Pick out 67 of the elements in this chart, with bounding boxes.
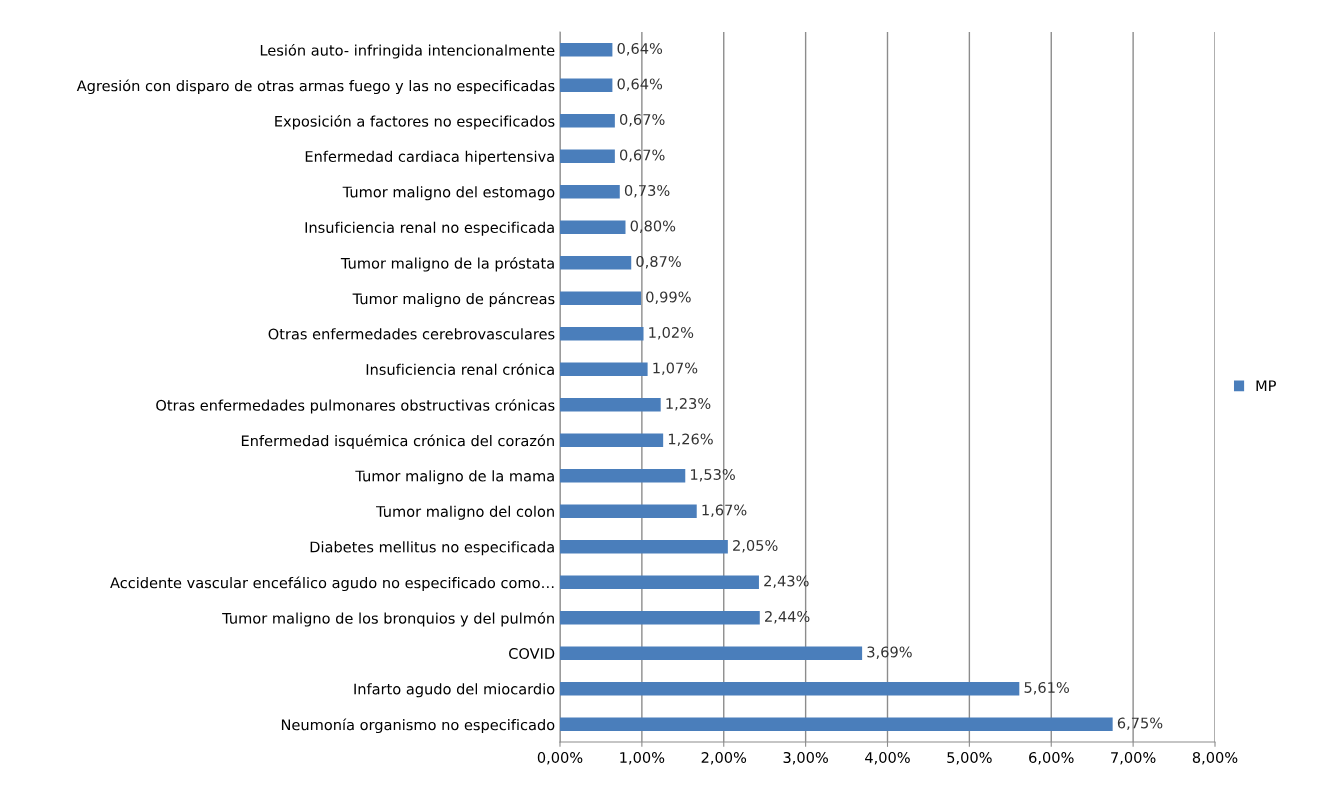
data-label: 1,67% <box>702 504 747 517</box>
y-tick-label: Accidente vascular encefálico agudo no especificado como… <box>110 576 554 592</box>
bar <box>560 540 728 554</box>
bar <box>560 504 697 518</box>
bar <box>560 114 615 128</box>
bar <box>560 646 863 660</box>
y-tick-label: Neumonía organismo no especificado <box>281 718 555 734</box>
y-tick-label: Diabetes mellitus no especificada <box>310 541 554 556</box>
bar <box>560 433 664 447</box>
x-tick-label: 7,00% <box>1111 751 1156 765</box>
bar <box>560 682 1020 696</box>
y-tick-label: Tumor maligno de la próstata <box>340 256 554 272</box>
data-label: 0,87% <box>636 255 681 269</box>
data-label: 2,05% <box>733 539 778 553</box>
y-tick-label: Tumor maligno del colon <box>376 505 554 520</box>
x-tick-label: 1,00% <box>620 751 665 765</box>
data-label: 0,99% <box>646 291 691 304</box>
data-label: 0,73% <box>624 184 670 198</box>
data-label: 0,67% <box>619 113 665 127</box>
y-tick-label: Otras enfermedades pulmonares obstructivas crónicas <box>156 398 555 414</box>
bar <box>560 398 661 412</box>
bar <box>560 717 1113 731</box>
x-tick-label: 4,00% <box>865 751 910 765</box>
y-tick-label: Enfermedad cardiaca hipertensiva <box>305 150 554 165</box>
bar <box>560 575 759 589</box>
data-label: 0,67% <box>619 149 665 162</box>
y-tick-label: COVID <box>509 647 555 659</box>
bar <box>560 611 760 625</box>
bar <box>560 78 613 92</box>
data-label: 1,07% <box>653 362 698 375</box>
bar <box>560 327 644 341</box>
y-tick-label: Tumor maligno de los bronquios y del pulmón <box>222 611 554 627</box>
y-tick-label: Tumor maligno de la mama <box>355 470 554 485</box>
bar <box>560 43 613 57</box>
y-tick-label: Insuficiencia renal crónica <box>366 363 554 375</box>
data-label: 1,02% <box>649 326 694 340</box>
y-tick-label: Infarto agudo del miocardio <box>354 683 555 698</box>
y-tick-label: Tumor maligno de páncreas <box>352 292 555 308</box>
x-tick-label: 3,00% <box>783 751 828 765</box>
x-tick-label: 6,00% <box>1029 751 1074 765</box>
bar <box>560 291 642 305</box>
data-label: 1,26% <box>668 433 713 446</box>
data-label: 1,23% <box>666 397 711 411</box>
data-label: 0,80% <box>630 220 676 233</box>
data-label: 1,53% <box>691 468 735 482</box>
y-tick-label: Insuficiencia renal no especificada <box>305 221 554 236</box>
y-tick-label: Exposición a factores no especificados <box>275 114 555 130</box>
y-tick-label: Enfermedad isquémica crónica del corazón <box>241 434 554 450</box>
x-tick-label: 2,00% <box>701 751 747 765</box>
y-tick-label: Tumor maligno del estomago <box>342 186 555 201</box>
data-label: 6,75% <box>1117 717 1163 730</box>
x-tick-label: 5,00% <box>947 751 992 765</box>
data-label: 0,64% <box>617 42 663 56</box>
y-tick-label: Lesión auto- infringida intencionalmente <box>260 43 555 59</box>
x-tick-label: 0,00% <box>537 751 583 765</box>
bar <box>560 220 626 234</box>
data-label: 0,64% <box>617 78 663 91</box>
bar <box>560 149 615 163</box>
bar <box>560 469 686 483</box>
legend-label: MP <box>1256 380 1276 392</box>
y-tick-label: Agresión con disparo de otras armas fuego y las no especificadas <box>76 79 555 95</box>
bar <box>560 256 632 270</box>
data-label: 5,61% <box>1024 681 1070 695</box>
bar <box>560 185 620 199</box>
bar <box>560 362 648 376</box>
x-tick-label: 8,00% <box>1192 751 1238 765</box>
y-tick-label: Otras enfermedades cerebrovasculares <box>268 328 555 340</box>
